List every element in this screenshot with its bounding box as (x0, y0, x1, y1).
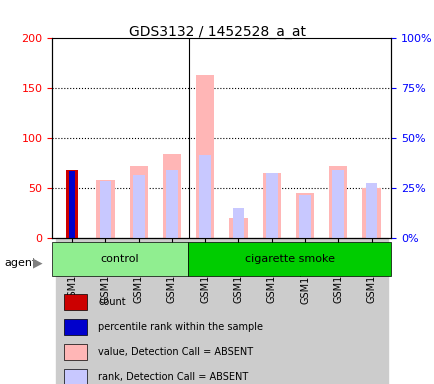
Text: control: control (101, 254, 139, 264)
Bar (365, 183, 377, 238)
Bar (63, 319, 86, 335)
FancyBboxPatch shape (52, 242, 187, 276)
Bar (166, 170, 178, 238)
Text: value, Detection Call = ABSENT: value, Detection Call = ABSENT (98, 347, 253, 357)
FancyBboxPatch shape (187, 242, 391, 276)
Bar (329, 166, 347, 238)
Text: GDS3132 / 1452528_a_at: GDS3132 / 1452528_a_at (129, 25, 305, 39)
Bar (129, 166, 148, 238)
Bar (299, 195, 310, 238)
Bar (262, 173, 280, 238)
Bar (321, 238, 354, 384)
Bar (96, 180, 114, 238)
Text: agent: agent (4, 258, 36, 268)
Bar (362, 188, 380, 238)
Text: percentile rank within the sample: percentile rank within the sample (98, 322, 263, 332)
Bar (132, 175, 144, 238)
Bar (354, 238, 387, 384)
Bar (332, 170, 343, 238)
Bar (63, 344, 86, 360)
Text: ▶: ▶ (33, 257, 42, 270)
Bar (232, 208, 244, 238)
Bar (56, 238, 89, 384)
Bar (196, 75, 214, 238)
Bar (63, 369, 86, 384)
Bar (254, 238, 288, 384)
Text: cigarette smoke: cigarette smoke (244, 254, 334, 264)
Bar (265, 173, 277, 238)
Bar (63, 294, 86, 310)
Bar (288, 238, 321, 384)
Bar (122, 238, 155, 384)
Bar (199, 155, 210, 238)
Bar (229, 218, 247, 238)
Bar (221, 238, 254, 384)
Text: count: count (98, 297, 125, 307)
Bar (162, 154, 181, 238)
Bar (89, 238, 122, 384)
Bar (66, 170, 78, 238)
Text: rank, Detection Call = ABSENT: rank, Detection Call = ABSENT (98, 372, 248, 382)
Bar (99, 181, 111, 238)
Bar (295, 193, 313, 238)
Bar (155, 238, 188, 384)
Bar (69, 171, 75, 238)
Bar (188, 238, 221, 384)
